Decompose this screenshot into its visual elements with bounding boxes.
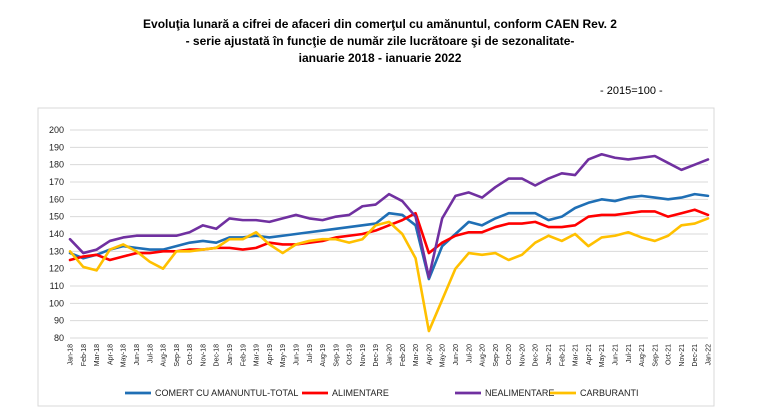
x-tick-label: Jun-19 (293, 344, 300, 366)
legend: COMERT CU AMANUNTUL-TOTAL ALIMENTARE NEALI… (125, 388, 639, 398)
x-tick-label: Oct-18 (187, 344, 194, 365)
legend-label: NEALIMENTARE (485, 388, 554, 398)
x-tick-label: Jan-22 (706, 344, 713, 366)
x-tick-label: Mar-19 (254, 344, 261, 366)
gridlines (70, 129, 708, 339)
x-tick-label: Mar-18 (94, 344, 101, 366)
legend-label: ALIMENTARE (332, 388, 389, 398)
y-tick-label: 190 (49, 142, 64, 152)
x-tick-label: Feb-20 (400, 344, 407, 366)
series-line (68, 192, 710, 281)
x-tick-label: Aug-18 (161, 344, 168, 367)
x-tick-label: May-18 (121, 344, 128, 367)
x-tick-label: May-20 (440, 344, 447, 367)
y-tick-label: 90 (54, 316, 64, 326)
x-tick-label: Oct-20 (506, 344, 513, 365)
x-tick-label: Dec-21 (692, 344, 699, 367)
x-tick-label: Jul-20 (466, 344, 473, 363)
x-tick-label: Sep-20 (493, 344, 500, 367)
x-tick-label: Dec-20 (533, 344, 540, 367)
x-tick-label: Apr-20 (426, 344, 433, 365)
x-tick-label: Nov-20 (519, 344, 526, 367)
series-line (68, 152, 710, 279)
chart-area-border (37, 107, 715, 407)
x-tick-label: Jun-18 (134, 344, 141, 366)
x-tick-label: Aug-20 (480, 344, 487, 367)
x-tick-label: Jan-21 (546, 344, 553, 366)
x-tick-label: Jul-18 (147, 344, 154, 363)
y-tick-label: 180 (49, 160, 64, 170)
chart-title-line1: Evoluţia lunară a cifrei de afaceri din … (143, 17, 617, 31)
x-tick-label: Jun-21 (612, 344, 619, 366)
x-tick-label: Apr-21 (586, 344, 593, 365)
y-tick-label: 120 (49, 264, 64, 274)
x-tick-label: Nov-19 (360, 344, 367, 367)
x-tick-label: Oct-21 (666, 344, 673, 365)
index-base-note: - 2015=100 - (600, 85, 663, 97)
x-tick-label: May-19 (280, 344, 287, 367)
y-tick-label: 110 (50, 281, 64, 291)
x-tick-label: Nov-21 (679, 344, 686, 367)
legend-label: COMERT CU AMANUNTUL-TOTAL (155, 388, 298, 398)
series-lines (68, 152, 710, 333)
y-axis-ticks: 80 90 100 110 120 130 140 150 160 170 180 190 200 (49, 125, 64, 343)
x-tick-label: Apr-19 (267, 344, 274, 365)
x-tick-label: Feb-18 (81, 344, 88, 366)
x-tick-label: Sep-18 (174, 344, 181, 367)
legend-label: CARBURANTI (580, 388, 639, 398)
x-tick-label: Jan-20 (387, 344, 394, 366)
x-tick-label: Jun-20 (453, 344, 460, 366)
x-tick-label: Jan-18 (68, 344, 75, 366)
chart-title-line3: ianuarie 2018 - ianuarie 2022 (298, 51, 462, 65)
x-tick-label: Apr-18 (107, 344, 114, 365)
x-axis-ticks: Jan-18 Feb-18 Mar-18 Apr-18 May-18 Jun-18 Jul-… (68, 344, 713, 367)
chart-title-line2: - serie ajustată în funcţie de număr zil… (185, 34, 575, 48)
x-tick-label: Nov-18 (200, 344, 207, 367)
x-tick-label: Aug-21 (639, 344, 646, 367)
x-tick-label: Aug-19 (320, 344, 327, 367)
x-tick-label: Feb-19 (240, 344, 247, 366)
x-tick-label: May-21 (599, 344, 606, 367)
x-tick-label: Sep-21 (652, 344, 659, 367)
x-tick-label: Dec-19 (373, 344, 380, 367)
x-tick-label: Jan-19 (227, 344, 234, 366)
y-tick-label: 100 (49, 298, 64, 308)
y-tick-label: 150 (49, 212, 64, 222)
x-tick-label: Mar-21 (573, 344, 580, 366)
y-tick-label: 130 (49, 246, 64, 256)
x-tick-label: Mar-20 (413, 344, 420, 366)
y-tick-label: 80 (54, 333, 64, 343)
y-tick-label: 160 (49, 194, 64, 204)
y-tick-label: 170 (49, 177, 64, 187)
x-tick-label: Oct-19 (347, 344, 354, 365)
series-line (68, 217, 710, 333)
x-tick-label: Jul-21 (626, 344, 633, 363)
x-tick-label: Feb-21 (559, 344, 566, 366)
x-tick-label: Sep-19 (333, 344, 340, 367)
x-tick-label: Dec-18 (214, 344, 221, 367)
y-tick-label: 200 (49, 125, 64, 135)
x-tick-label: Jul-19 (307, 344, 314, 363)
y-tick-label: 140 (49, 229, 64, 239)
